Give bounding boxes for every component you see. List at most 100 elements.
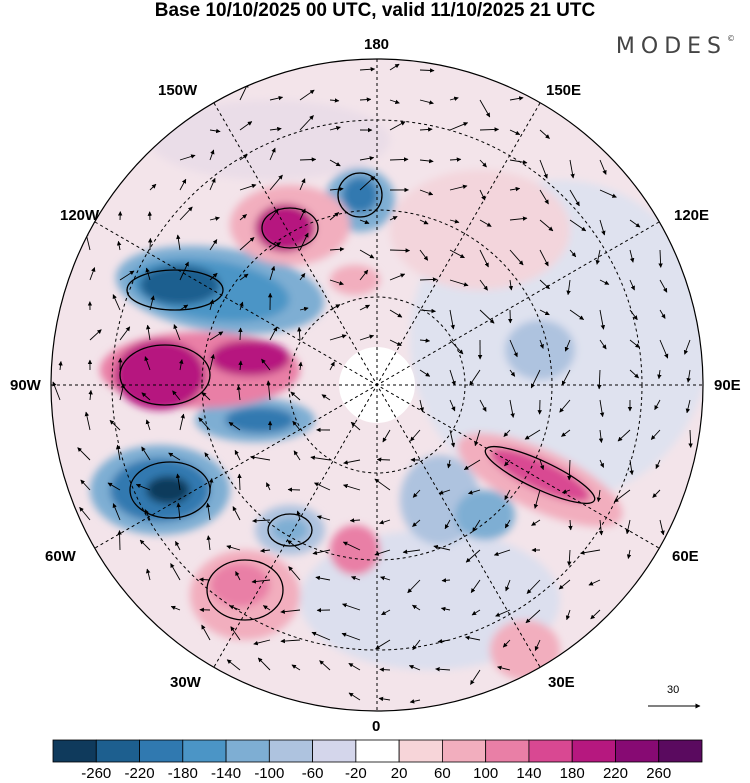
wind-vector [539,159,548,179]
wind-vector [449,122,469,131]
wind-vector [659,309,666,319]
wind-vector [329,247,345,252]
wind-vector [329,126,341,131]
wind-vector [629,459,634,476]
wind-vector [380,576,391,581]
wind-vector [239,183,257,191]
wind-vector [299,208,306,221]
wind-vector [236,385,242,401]
wind-vector [175,540,181,551]
wind-vector [449,96,459,101]
wind-vector [141,446,151,461]
colorbar-swatch [441,739,487,763]
wind-vector [652,489,661,498]
wind-vector [382,429,391,443]
wind-vector [251,579,271,584]
wind-vector [419,399,424,413]
wind-vector [567,459,572,481]
wind-vector [524,429,541,440]
colorbar-swatch [355,739,400,763]
wind-vector [80,479,91,491]
wind-vector [509,216,528,221]
wind-vector [588,579,601,586]
wind-vector [198,417,211,431]
map-border [50,58,704,712]
wind-vector [474,429,481,447]
wind-vector [299,115,314,131]
wind-vector [433,544,451,551]
wind-vector [299,178,306,191]
wind-vector [629,369,639,379]
wind-vector [389,273,406,281]
wind-vector [329,361,335,371]
wind-vector [89,267,96,281]
colorbar-tick-label: 20 [390,765,408,782]
wind-vector [139,539,151,551]
wind-vector [419,308,436,314]
wind-vector [599,459,605,468]
wind-vector [310,455,331,461]
wind-vector [209,331,224,341]
wind-vector [329,186,344,192]
wind-vector [472,519,481,533]
lon-label-120e: 120E [674,207,710,224]
low-greenland-sea [255,505,325,555]
wind-vector [359,176,375,191]
colorbar-tick-label: -140 [211,765,242,782]
wind-vector [342,541,361,551]
wind-vector [446,459,452,469]
colorbar-tick-label: -60 [301,765,324,782]
wind-vector [288,566,301,581]
wind-vector [359,97,372,102]
wind-vector [144,509,151,521]
wind-vector [176,234,181,251]
wind-vector [209,272,218,281]
wind-vector [410,429,421,442]
copyright-mark: © [727,34,735,43]
wind-vector [348,692,361,701]
wind-vector [179,359,184,371]
wind-vector [239,154,248,161]
wind-vector [77,447,91,461]
wind-vector [342,603,361,611]
wind-vector [311,631,331,641]
colorbar-tick-label: -20 [345,765,367,782]
wind-vector [329,98,340,103]
wind-vector [539,249,549,267]
wind-vector [449,309,455,330]
wind-vector [299,89,315,101]
wind-vector [238,327,243,341]
wind-vector [599,309,606,330]
wind-vector [230,626,241,641]
wind-vector [449,279,469,287]
wind-vector [84,411,91,431]
wind-vector [568,519,573,531]
wind-vector [504,459,511,467]
wind-vector [479,279,488,291]
wind-vector [449,184,468,191]
wind-vector [149,183,157,191]
wind-vector [179,206,193,221]
low-scandinavia [400,320,575,545]
wind-vector [629,219,641,228]
wind-vector [502,639,511,648]
wind-vector [629,249,635,263]
wind-vector [449,369,456,386]
wind-vector [471,609,481,616]
low-labrador [195,398,315,442]
wind-vector [539,459,545,471]
wind-vector [408,665,421,671]
wind-vector [291,664,301,671]
wind-vector [389,339,402,346]
wind-vector [505,579,511,592]
wind-vector [389,121,406,131]
wind-vector [316,515,331,521]
wind-vector [359,219,370,225]
wind-vector [412,604,421,611]
lon-label-150e: 150E [546,82,582,99]
wind-vector [412,639,421,651]
wind-vector [569,189,580,207]
wind-vector [389,309,403,318]
wind-vector [617,429,631,442]
